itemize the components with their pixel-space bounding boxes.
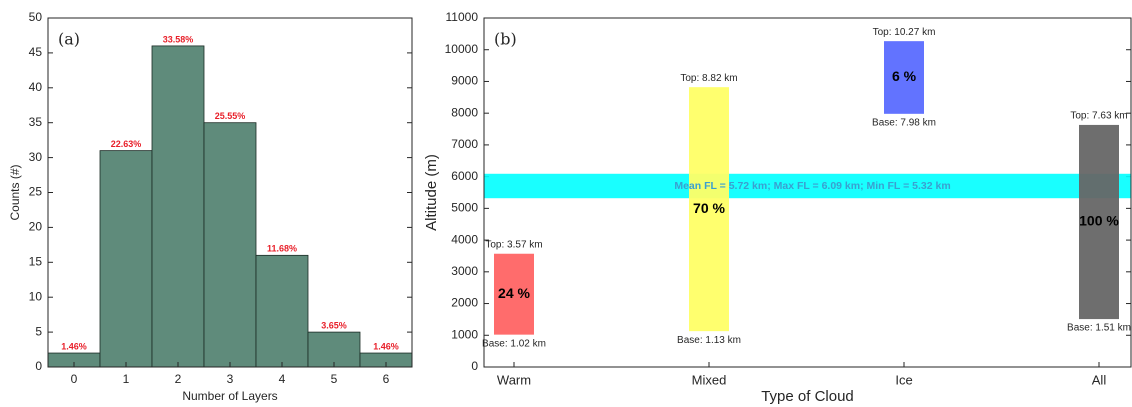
bar-label: 1.46% xyxy=(61,341,87,351)
y-tick-label: 35 xyxy=(29,115,43,129)
x-tick-label: 4 xyxy=(279,372,286,386)
x-tick-label: Mixed xyxy=(692,372,727,387)
x-tick-label: 2 xyxy=(175,372,182,386)
y-tick-label: 10000 xyxy=(445,42,479,56)
top-label: Top: 8.82 km xyxy=(680,73,737,84)
range-bar xyxy=(1079,124,1119,320)
bar xyxy=(255,254,309,368)
y-tick-label: 25 xyxy=(29,185,43,199)
y-tick-label: 5 xyxy=(35,324,42,338)
x-tick-label: 0 xyxy=(71,372,78,386)
y-tick-label: 9000 xyxy=(451,74,478,88)
percent-label: 70 % xyxy=(693,200,725,216)
bar xyxy=(307,331,361,368)
base-label: Base: 1.51 km xyxy=(1067,323,1131,334)
panel-label: (b) xyxy=(494,30,517,49)
x-tick-label: 1 xyxy=(123,372,130,386)
y-tick-label: 11000 xyxy=(446,10,479,24)
y-tick-label: 15 xyxy=(29,254,43,268)
y-tick-label: 3000 xyxy=(451,264,478,278)
y-tick-label: 4000 xyxy=(451,232,478,246)
plot-frame xyxy=(47,17,413,368)
top-label: Top: 7.63 km xyxy=(1070,111,1127,122)
band-label: Mean FL = 5.72 km; Max FL = 6.09 km; Min… xyxy=(674,180,950,192)
x-tick-label: Ice xyxy=(895,372,912,387)
bar-label: 22.63% xyxy=(111,139,142,149)
x-axis-label: Type of Cloud xyxy=(761,388,854,405)
y-tick-label: 6000 xyxy=(451,169,478,183)
base-label: Base: 1.13 km xyxy=(677,335,741,346)
top-label: Top: 10.27 km xyxy=(873,27,936,38)
x-tick-label: 3 xyxy=(227,372,234,386)
y-axis-label: Altitude (m) xyxy=(423,154,440,231)
bar-label: 25.55% xyxy=(215,111,246,121)
x-tick-label: All xyxy=(1092,372,1107,387)
y-tick-label: 20 xyxy=(29,220,43,234)
y-tick-label: 10 xyxy=(29,289,43,303)
plot-frame xyxy=(483,17,1132,368)
range-bar xyxy=(494,253,534,335)
y-tick-label: 5000 xyxy=(451,201,478,215)
base-label: Base: 1.02 km xyxy=(482,338,546,349)
bar-label: 33.58% xyxy=(163,34,194,44)
x-tick-label: 6 xyxy=(383,372,390,386)
x-axis-label: Number of Layers xyxy=(182,389,277,403)
y-tick-label: 7000 xyxy=(451,137,478,151)
bar-label: 11.68% xyxy=(267,244,297,254)
range-bar xyxy=(884,41,924,114)
y-axis-label: Counts (#) xyxy=(8,164,22,220)
y-tick-label: 40 xyxy=(29,80,43,94)
bar xyxy=(151,45,205,368)
bar xyxy=(203,122,257,368)
percent-label: 100 % xyxy=(1079,213,1119,229)
bar-label: 1.46% xyxy=(373,341,399,351)
bar-label: 3.65% xyxy=(321,320,347,330)
y-tick-label: 1000 xyxy=(451,327,478,341)
range-bar xyxy=(689,87,729,332)
y-tick-label: 0 xyxy=(35,359,42,373)
y-tick-label: 45 xyxy=(29,45,43,59)
y-tick-label: 50 xyxy=(29,10,43,24)
band xyxy=(484,173,1131,199)
base-label: Base: 7.98 km xyxy=(872,117,936,128)
panel-label: (a) xyxy=(58,30,80,49)
y-tick-label: 8000 xyxy=(451,105,478,119)
y-tick-label: 30 xyxy=(29,150,43,164)
top-label: Top: 3.57 km xyxy=(485,239,542,250)
bar xyxy=(99,150,153,368)
y-tick-label: 0 xyxy=(471,359,478,373)
x-tick-label: 5 xyxy=(331,372,338,386)
percent-label: 24 % xyxy=(498,285,530,301)
percent-label: 6 % xyxy=(892,68,917,84)
y-tick-label: 2000 xyxy=(451,296,478,310)
x-tick-label: Warm xyxy=(497,372,531,387)
